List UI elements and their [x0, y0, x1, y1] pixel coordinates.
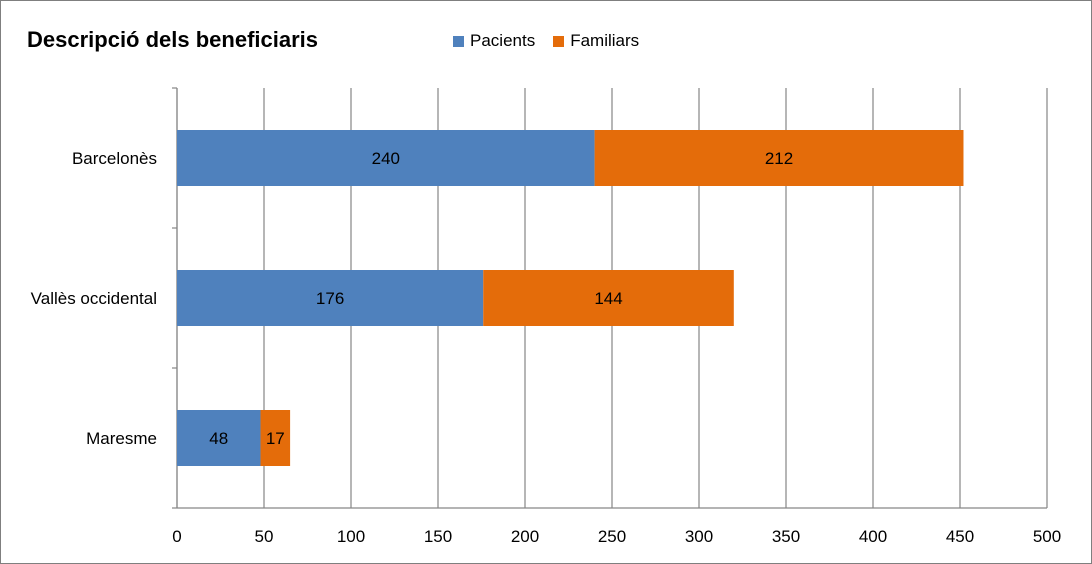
- category-label-2: Maresme: [86, 429, 157, 448]
- x-tick-label-100: 100: [337, 527, 365, 546]
- data-label-familiars-2: 17: [266, 429, 285, 448]
- x-tick-label-400: 400: [859, 527, 887, 546]
- data-label-pacients-0: 240: [372, 149, 400, 168]
- bar-pacients-0: [177, 130, 595, 186]
- category-label-1: Vallès occidental: [31, 289, 157, 308]
- x-tick-label-200: 200: [511, 527, 539, 546]
- category-label-0: Barcelonès: [72, 149, 157, 168]
- x-tick-label-300: 300: [685, 527, 713, 546]
- x-tick-label-150: 150: [424, 527, 452, 546]
- bar-familiars-1: [483, 270, 734, 326]
- chart-title: Descripció dels beneficiaris: [27, 27, 319, 52]
- bar-familiars-0: [594, 130, 964, 186]
- data-label-pacients-2: 48: [209, 429, 228, 448]
- x-tick-label-450: 450: [946, 527, 974, 546]
- x-tick-label-500: 500: [1033, 527, 1061, 546]
- legend-swatch-pacients: [453, 35, 464, 47]
- legend-item-pacients: Pacients: [453, 31, 535, 51]
- legend-label-familiars: Familiars: [570, 31, 640, 50]
- x-tick-label-0: 0: [172, 527, 181, 546]
- legend-swatch-familiars: [553, 35, 565, 47]
- x-tick-label-50: 50: [255, 527, 274, 546]
- bar-pacients-1: [177, 270, 484, 326]
- x-tick-label-250: 250: [598, 527, 626, 546]
- legend-label-pacients: Pacients: [470, 31, 536, 50]
- data-label-familiars-0: 212: [765, 149, 793, 168]
- x-tick-label-350: 350: [772, 527, 800, 546]
- data-label-pacients-1: 176: [316, 289, 344, 308]
- legend-item-familiars: Familiars: [553, 31, 639, 51]
- bar-pacients-2: [177, 410, 261, 466]
- bar-familiars-2: [260, 410, 291, 466]
- data-label-familiars-1: 144: [594, 289, 622, 308]
- chart-legend: Pacients Familiars: [453, 31, 657, 51]
